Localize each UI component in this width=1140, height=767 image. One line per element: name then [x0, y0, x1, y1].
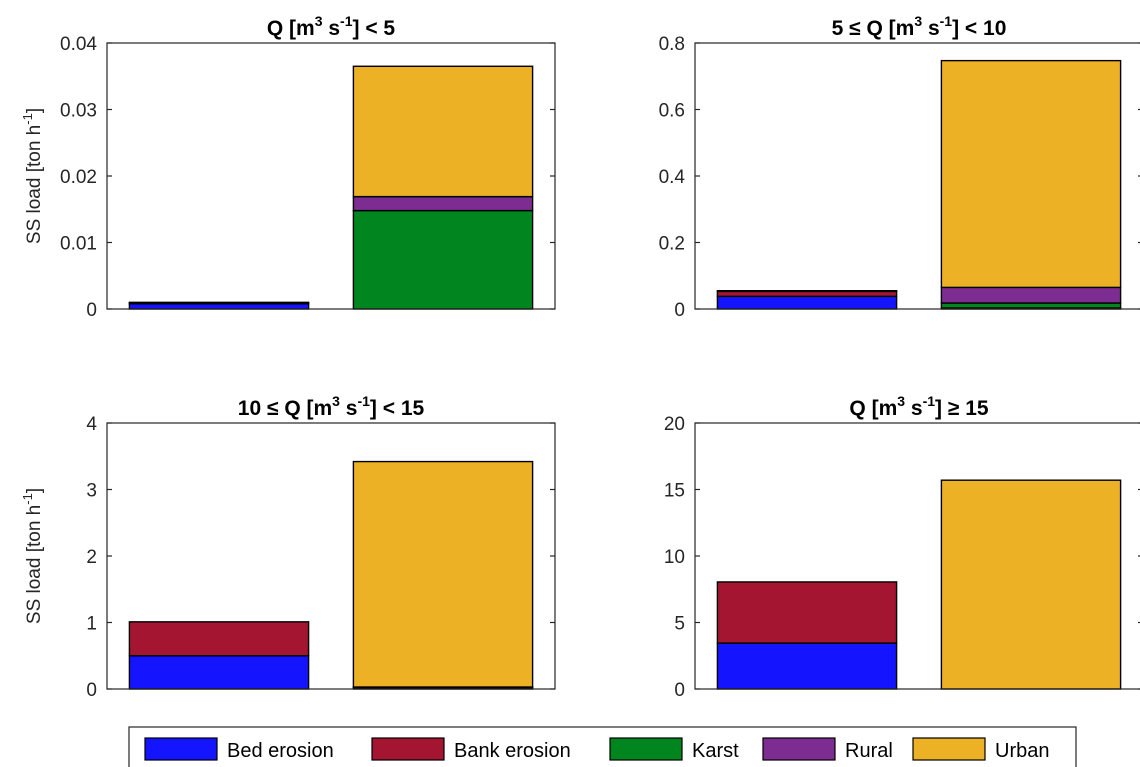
bar-segment-bed-erosion-1: [128, 655, 310, 690]
legend-swatch-urban: [912, 737, 986, 761]
legend: Bed erosion Bank erosion Karst Rural Urban: [128, 726, 1077, 767]
y-tick-label: 0.4: [659, 167, 686, 188]
legend-swatch-karst: [609, 737, 683, 761]
y-tick-label: 15: [664, 481, 685, 502]
chart-title: Q [m3 s-1] < 5: [267, 13, 396, 40]
y-tick-label: 0.8: [659, 34, 685, 55]
chart-panel-4: 0 5 10 15 20 Q [m3 s-1] ≥ 15: [664, 393, 1140, 701]
y-tick-label: 20: [664, 414, 685, 435]
legend-swatch-bed-erosion: [144, 737, 218, 761]
y-tick-label: 0: [674, 300, 685, 321]
y-tick-label: 0: [674, 680, 685, 701]
legend-label-bank-erosion: Bank erosion: [454, 740, 571, 762]
bar-segment-karst-2: [352, 209, 534, 310]
y-axis-label: SS load [ton h-1]: [20, 488, 45, 624]
chart-title: Q [m3 s-1] ≥ 15: [849, 393, 988, 420]
chart-panel-1: 0 0.01 0.02 0.03 0.04 Q [m3 s-1] < 5 SS load […: [20, 13, 556, 321]
y-tick-label: 0: [86, 680, 97, 701]
y-tick-label: 0.02: [60, 167, 97, 188]
y-tick-label: 5: [674, 614, 685, 635]
chart-title: 10 ≤ Q [m3 s-1] < 15: [238, 393, 425, 420]
y-tick-label: 10: [664, 547, 685, 568]
y-tick-label: 0.03: [60, 101, 97, 122]
bar-segment-rural-2: [352, 195, 534, 212]
y-tick-label: 0: [86, 300, 97, 321]
legend-label-urban: Urban: [995, 740, 1049, 762]
chart-panel-2: 0 0.2 0.4 0.6 0.8 5 ≤ Q [m3 s-1] < 10: [659, 13, 1140, 321]
bar-segment-bank-erosion-1: [128, 621, 310, 657]
chart-title: 5 ≤ Q [m3 s-1] < 10: [832, 13, 1007, 40]
y-tick-label: 2: [86, 547, 97, 568]
chart-panel-3: 0 1 2 3 4 10 ≤ Q [m3 s-1] < 15 SS load [ton h-…: [20, 393, 556, 701]
bar-segment-urban-2: [940, 59, 1122, 289]
y-tick-label: 0.2: [659, 234, 685, 255]
bar-segment-rural-2: [940, 286, 1122, 304]
legend-label-rural: Rural: [845, 740, 893, 762]
y-tick-label: 0.04: [60, 34, 97, 55]
y-axis-label: SS load [ton h-1]: [20, 108, 45, 244]
bar-segment-urban-2: [352, 460, 534, 688]
y-tick-label: 1: [86, 614, 97, 635]
bar-segment-rural-1: [716, 290, 898, 293]
bar-segment-bed-erosion-1: [128, 302, 310, 310]
y-tick-label: 3: [86, 481, 97, 502]
bar-segment-urban-2: [940, 479, 1122, 690]
legend-swatch-bank-erosion: [371, 737, 445, 761]
y-tick-label: 0.01: [60, 234, 97, 255]
bar-segment-karst-2: [940, 302, 1122, 309]
bar-segment-bank-erosion-1: [716, 290, 898, 298]
bar-segment-bed-erosion-1: [716, 295, 898, 310]
legend-swatch-rural: [762, 737, 836, 761]
y-tick-label: 0.6: [659, 101, 685, 122]
bar-segment-bank-erosion-1: [716, 581, 898, 644]
bar-segment-bed-erosion-1: [716, 642, 898, 690]
legend-label-bed-erosion: Bed erosion: [227, 740, 334, 762]
legend-label-karst: Karst: [692, 740, 739, 762]
bar-segment-urban-2: [352, 65, 534, 198]
bar-segment-rural-1: [128, 301, 310, 304]
y-tick-label: 4: [86, 414, 97, 435]
